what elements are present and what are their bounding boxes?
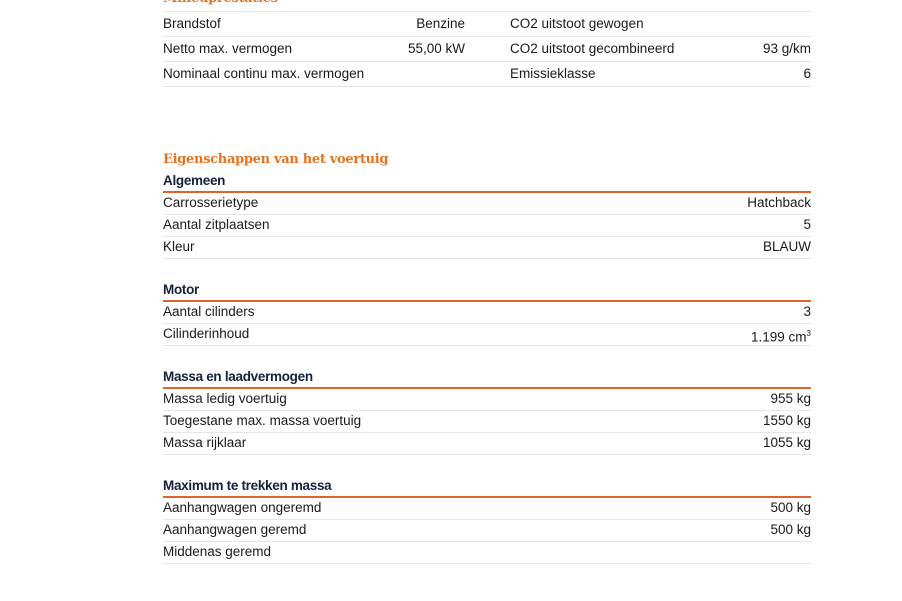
spec-value: 1550 kg — [763, 411, 811, 432]
spec-label: Aantal cilinders — [163, 304, 255, 319]
spec-value-text: 5 — [803, 217, 811, 232]
unit-superscript: 3 — [806, 329, 811, 338]
spec-label: Kleur — [163, 239, 195, 254]
spec-label: Aanhangwagen geremd — [163, 522, 307, 537]
spec-value-text: BLAUW — [762, 239, 811, 254]
spec-label: Carrosserietype — [163, 195, 259, 210]
spec-value-text: 1055 kg — [762, 435, 811, 450]
spec-value: Benzine — [416, 16, 465, 31]
spec-value: 6 — [803, 66, 811, 81]
spec-value: 1.199 cm3 — [751, 324, 811, 345]
spec-row: Aantal cilinders 3 — [163, 302, 811, 324]
spec-value: 3 — [803, 302, 811, 323]
spec-row: Nominaal continu max. vermogen Emissiekla… — [163, 62, 811, 87]
spec-label: Toegestane max. massa voertuig — [163, 413, 362, 428]
milieu-section: Milieuprestaties Brandstof Benzine CO2 uit… — [163, 0, 811, 87]
spec-value: 5 — [803, 215, 811, 236]
spec-group: Algemeen Carrosserietype Hatchback Aantal z… — [163, 171, 811, 259]
spec-label: Middenas geremd — [163, 544, 272, 559]
spec-value-text: 3 — [803, 304, 811, 319]
spec-value: 1055 kg — [763, 433, 811, 454]
section-title: Milieuprestaties — [163, 0, 811, 12]
spec-label: CO2 uitstoot gewogen — [510, 16, 644, 31]
spec-row: Aanhangwagen ongeremd 500 kg — [163, 498, 811, 520]
spec-label: CO2 uitstoot gecombineerd — [510, 41, 675, 56]
spec-group: Motor Aantal cilinders 3 Cilinderinhoud 1.19… — [163, 280, 811, 346]
spec-row: Cilinderinhoud 1.199 cm3 — [163, 324, 811, 346]
spec-row: Massa ledig voertuig 955 kg — [163, 389, 811, 411]
spec-value-text: 955 kg — [770, 391, 811, 406]
spec-label: Aanhangwagen ongeremd — [163, 500, 322, 515]
spec-group: Maximum te trekken massa Aanhangwagen ong… — [163, 476, 811, 564]
spec-group: Massa en laadvermogen Massa ledig voertui… — [163, 367, 811, 455]
spec-label: Netto max. vermogen — [163, 41, 293, 56]
spec-row: Aanhangwagen geremd 500 kg — [163, 520, 811, 542]
spec-row: Massa rijklaar 1055 kg — [163, 433, 811, 455]
spec-value: 955 kg — [770, 389, 811, 410]
spec-row: Middenas geremd — [163, 542, 811, 564]
spec-value — [383, 62, 465, 86]
spec-row: Brandstof Benzine CO2 uitstoot gewogen — [163, 12, 811, 37]
spec-value-text: 1550 kg — [762, 413, 811, 428]
spec-value: 500 kg — [770, 498, 811, 519]
spec-value: 93 g/km — [762, 41, 811, 56]
spec-label: Nominaal continu max. vermogen — [163, 66, 365, 81]
spec-row: Carrosserietype Hatchback — [163, 193, 811, 215]
spec-value: BLAUW — [763, 237, 811, 258]
group-heading: Maximum te trekken massa — [163, 476, 811, 498]
group-heading: Motor — [163, 280, 811, 302]
spec-row: Aantal zitplaatsen 5 — [163, 215, 811, 237]
spec-row: Toegestane max. massa voertuig 1550 kg — [163, 411, 811, 433]
spec-value: 55,00 kW — [407, 41, 465, 56]
spec-value-text: 500 kg — [770, 500, 811, 515]
spec-row: Netto max. vermogen 55,00 kW CO2 uitstoot … — [163, 37, 811, 62]
spec-label: Massa ledig voertuig — [163, 391, 287, 406]
spec-value: Hatchback — [747, 193, 811, 214]
spec-value-text: 1.199 cm — [751, 329, 807, 345]
spec-label: Massa rijklaar — [163, 435, 247, 450]
spec-value-text: 500 kg — [770, 522, 811, 537]
spec-label: Emissieklasse — [510, 66, 596, 81]
eigenschappen-section: Eigenschappen van het voertuig Algemeen C… — [163, 152, 811, 564]
spec-label: Cilinderinhoud — [163, 326, 250, 341]
group-heading: Algemeen — [163, 171, 811, 193]
spec-value: 500 kg — [770, 520, 811, 541]
spec-label: Aantal zitplaatsen — [163, 217, 270, 232]
spec-label: Brandstof — [163, 16, 221, 31]
section-title: Eigenschappen van het voertuig — [163, 152, 389, 167]
spec-row: Kleur BLAUW — [163, 237, 811, 259]
group-heading: Massa en laadvermogen — [163, 367, 811, 389]
spec-value-text: Hatchback — [747, 195, 811, 210]
